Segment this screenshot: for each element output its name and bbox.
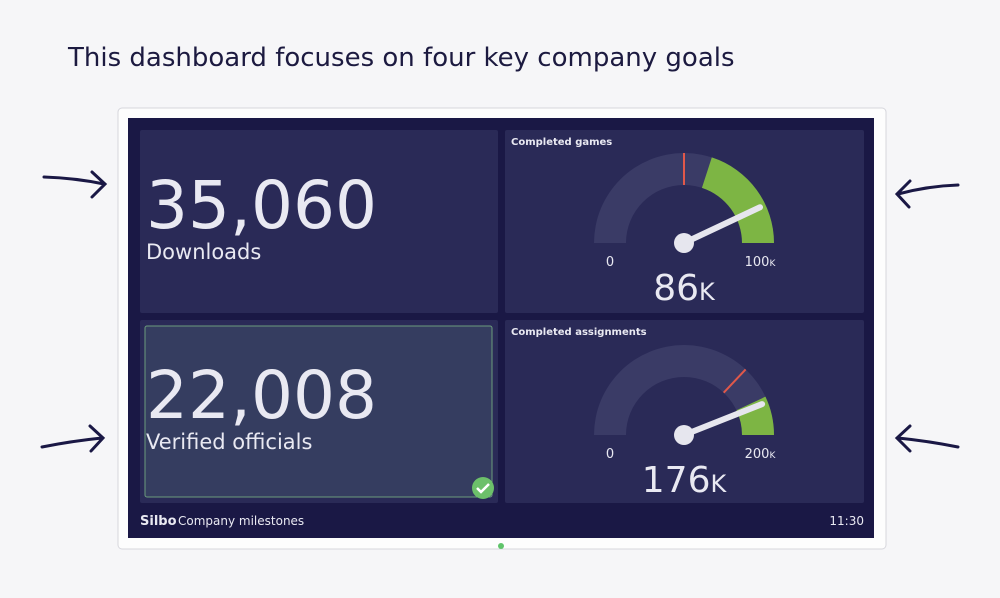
heading: This dashboard focuses on four key compa…	[67, 43, 735, 73]
tile-value: 35,060	[146, 167, 377, 244]
gauge-value-label: 86K	[653, 268, 716, 309]
gauge-title: Completed games	[511, 137, 612, 148]
gauge-min-label: 0	[606, 255, 614, 270]
arrow	[40, 424, 106, 453]
arrows	[40, 170, 960, 453]
gauge-goal-zone	[701, 157, 774, 243]
gauge-title: Completed assignments	[511, 327, 647, 338]
gauge-needle	[681, 204, 764, 246]
gauge-min-label: 0	[606, 447, 614, 462]
tile	[505, 320, 864, 503]
gauge-max-unit: K	[769, 259, 776, 269]
gauge-max-unit: K	[769, 451, 776, 461]
gauge-max: 200	[745, 447, 770, 462]
clock: 11:30	[829, 514, 864, 528]
tile-label: Verified officials	[146, 430, 312, 454]
check-icon	[472, 477, 494, 499]
tile-label: Downloads	[146, 240, 261, 264]
gauge-hub	[674, 425, 694, 445]
power-led	[498, 543, 504, 549]
arrow	[894, 424, 960, 453]
arrow	[894, 179, 960, 209]
gauge-target	[722, 368, 747, 394]
gauge-value-label: 176K	[642, 460, 728, 501]
highlight-tile	[144, 325, 493, 498]
gauge-value: 86	[653, 268, 699, 309]
gauge-needle	[681, 401, 766, 438]
brand: Silbo	[140, 514, 177, 529]
tile-value: 22,008	[146, 357, 377, 434]
gauge-goal-zone	[736, 396, 775, 435]
arrow	[42, 170, 108, 199]
gauge-track	[594, 345, 774, 435]
gauge-max-label: 200K	[745, 447, 777, 462]
gauge-max-label: 100K	[745, 255, 777, 270]
gauge-unit: K	[710, 470, 727, 498]
gauge-unit: K	[699, 278, 716, 306]
board-name: Company milestones	[178, 514, 304, 528]
tile	[505, 130, 864, 313]
gauge-hub	[674, 233, 694, 253]
tile	[140, 130, 498, 313]
gauge-max: 100	[745, 255, 770, 270]
gauge-value: 176	[642, 460, 711, 501]
check-mark	[476, 483, 490, 494]
